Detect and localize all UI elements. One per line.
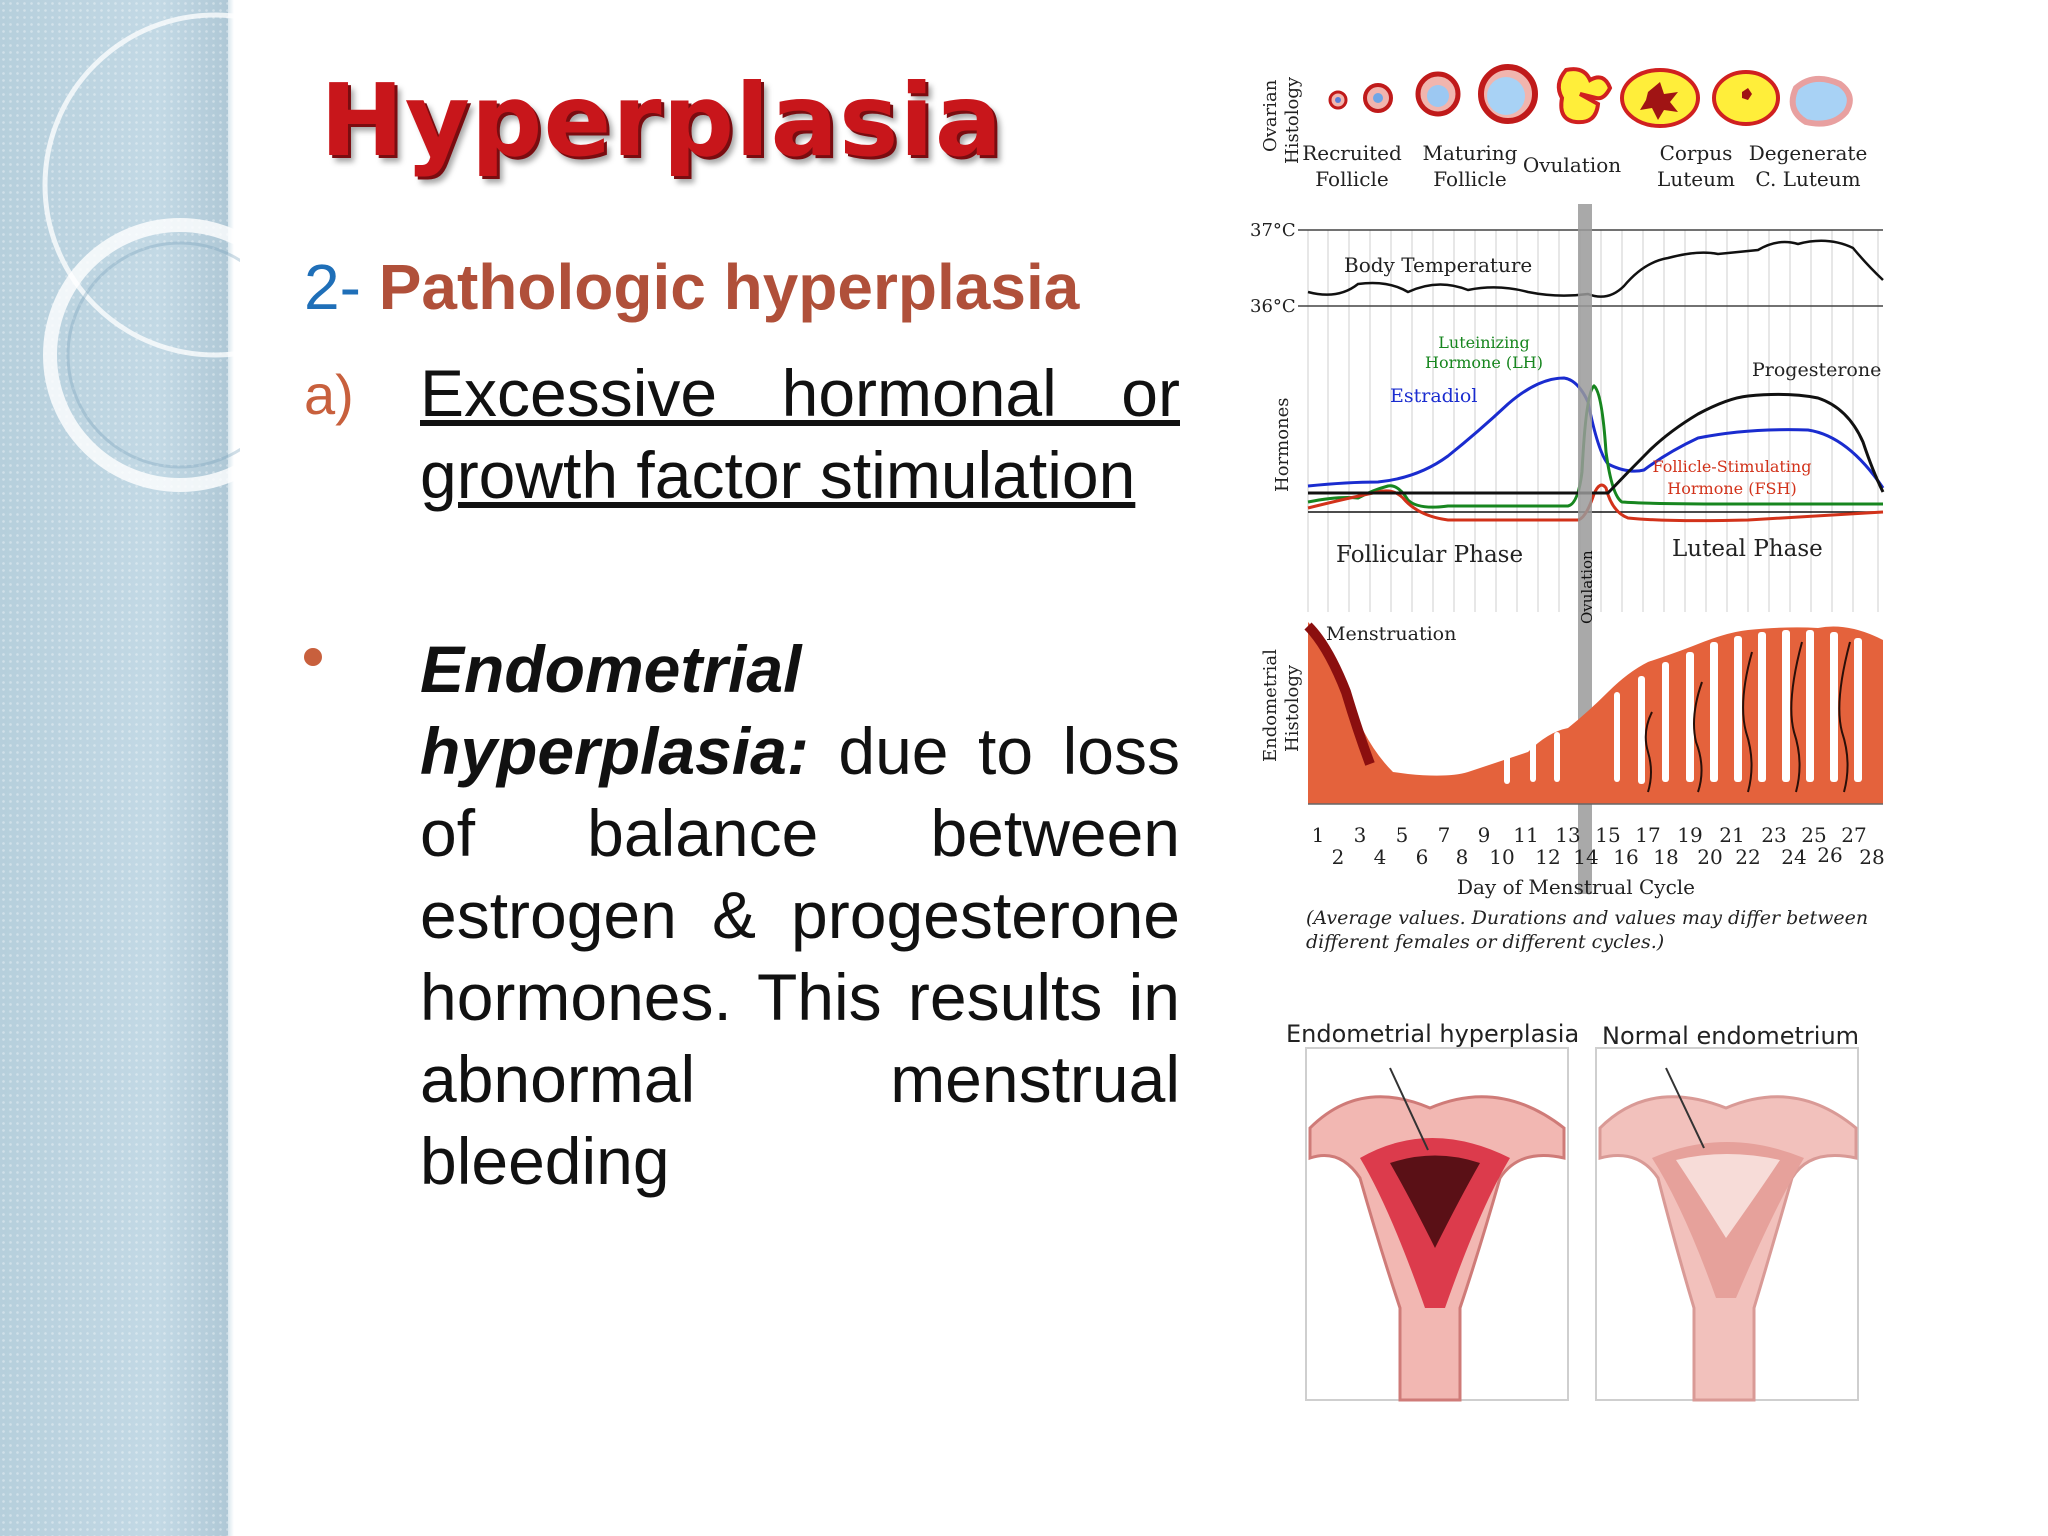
item-a-line1: Excessive hormonal or: [420, 356, 1180, 430]
menstrual-cycle-figure: Ovarian Histology Recruited Follicle Mat…: [1250, 64, 1885, 953]
progesterone-curve: [1308, 392, 1885, 495]
temperature-curve: [1307, 239, 1884, 298]
stage-label-1a: Recruited: [1302, 141, 1402, 165]
item-a-text: Excessive hormonal or growth factor stim…: [420, 352, 1180, 516]
menstruation-label: Menstruation: [1326, 623, 1456, 645]
sidebar-edge: [228, 0, 234, 1536]
endometrium-comparison: Endometrial hyperplasia Normal endometri…: [1286, 1020, 1859, 1402]
stage-label-1b: Follicle: [1315, 167, 1388, 191]
svg-text:21: 21: [1719, 823, 1744, 847]
ovarian-label-1: Ovarian: [1260, 79, 1281, 152]
subtitle-label: Pathologic hyperplasia: [378, 251, 1080, 323]
fsh-label-2: Hormone (FSH): [1667, 479, 1796, 498]
bullet-dot: [304, 648, 322, 666]
decorative-sidebar: [0, 0, 228, 1536]
follicular-phase-label: Follicular Phase: [1336, 542, 1523, 568]
svg-text:23: 23: [1761, 823, 1786, 847]
subtitle: 2- Pathologic hyperplasia: [304, 250, 1079, 324]
svg-text:4: 4: [1374, 845, 1387, 869]
svg-text:10: 10: [1489, 845, 1514, 869]
stage-label-2a: Maturing: [1423, 141, 1518, 165]
endometrial-label-1: Endometrial: [1260, 649, 1281, 762]
temp-curve-label: Body Temperature: [1344, 253, 1532, 277]
ovulation-vertical-label: Ovulation: [1578, 550, 1596, 624]
svg-text:11: 11: [1513, 823, 1538, 847]
svg-text:20: 20: [1697, 845, 1722, 869]
hormones-axis-label: Hormones: [1272, 397, 1293, 492]
svg-text:28: 28: [1859, 845, 1884, 869]
stage-label-5a: Degenerate: [1749, 141, 1868, 165]
decorative-rings: [42, 12, 240, 492]
bullet-term: Endometrial hyperplasia:: [420, 632, 809, 788]
svg-text:6: 6: [1416, 845, 1429, 869]
svg-text:25: 25: [1801, 823, 1826, 847]
luteal-phase-label: Luteal Phase: [1672, 536, 1823, 562]
temp-low-label: 36°C: [1250, 296, 1296, 317]
svg-text:16: 16: [1613, 845, 1638, 869]
bullet-body: due to loss of balance between estrogen …: [420, 714, 1180, 1198]
svg-text:24: 24: [1781, 845, 1806, 869]
endometrial-label-2: Histology: [1282, 664, 1303, 752]
hyperplasia-caption: Endometrial hyperplasia: [1286, 1020, 1579, 1048]
endometrium-shape: [1308, 622, 1883, 804]
svg-text:7: 7: [1438, 823, 1451, 847]
svg-text:27: 27: [1841, 823, 1866, 847]
item-a-line2: growth factor stimulation: [420, 438, 1136, 512]
lh-label-2: Hormone (LH): [1425, 353, 1543, 372]
normal-caption: Normal endometrium: [1602, 1022, 1859, 1050]
svg-text:19: 19: [1677, 823, 1702, 847]
stage-label-5b: C. Luteum: [1755, 167, 1860, 191]
item-a-marker: a): [304, 363, 354, 426]
svg-text:17: 17: [1635, 823, 1660, 847]
menstrual-shedding: [1304, 622, 1375, 766]
subtitle-number: 2-: [304, 251, 361, 323]
temp-high-label: 37°C: [1250, 220, 1296, 241]
day-grid: [1307, 230, 1879, 612]
stage-label-4b: Luteum: [1657, 167, 1735, 191]
svg-text:26: 26: [1817, 843, 1842, 867]
svg-text:3: 3: [1354, 823, 1367, 847]
svg-text:12: 12: [1535, 845, 1560, 869]
endometrial-glands: [1504, 630, 1862, 784]
figure-note-2: different females or different cycles.): [1306, 931, 1664, 953]
svg-text:8: 8: [1456, 845, 1469, 869]
progesterone-label: Progesterone: [1752, 359, 1881, 381]
lh-label-1: Luteinizing: [1438, 333, 1529, 352]
stage-label-2b: Follicle: [1433, 167, 1506, 191]
normal-cavity: [1676, 1154, 1780, 1238]
stage-label-3a: Ovulation: [1523, 153, 1621, 177]
normal-pointer: [1665, 1067, 1705, 1149]
hyperplasia-pointer: [1389, 1067, 1429, 1151]
svg-text:22: 22: [1735, 845, 1760, 869]
bullet-text: Endometrial hyperplasia: due to loss of …: [420, 628, 1180, 1202]
follicle-drawings: [1328, 64, 1853, 128]
svg-text:2: 2: [1332, 845, 1345, 869]
hyperplasia-cavity: [1390, 1155, 1480, 1248]
fsh-label-1: Follicle-Stimulating: [1653, 457, 1812, 476]
stage-labels: Recruited Follicle Maturing Follicle Ovu…: [1302, 141, 1867, 191]
spiral-arteries: [1644, 641, 1851, 793]
svg-text:1: 1: [1312, 823, 1325, 847]
svg-text:5: 5: [1396, 823, 1409, 847]
estradiol-label: Estradiol: [1390, 385, 1477, 407]
x-axis-label: Day of Menstrual Cycle: [1457, 875, 1695, 899]
svg-text:18: 18: [1653, 845, 1678, 869]
stage-label-4a: Corpus: [1660, 141, 1733, 165]
svg-text:9: 9: [1478, 823, 1491, 847]
slide-title: Hyperplasia: [320, 62, 1004, 179]
svg-text:14: 14: [1573, 845, 1598, 869]
svg-text:13: 13: [1555, 823, 1580, 847]
ovarian-label-2: Histology: [1282, 76, 1303, 164]
svg-text:15: 15: [1595, 823, 1620, 847]
figure-note-1: (Average values. Durations and values ma…: [1306, 907, 1868, 929]
